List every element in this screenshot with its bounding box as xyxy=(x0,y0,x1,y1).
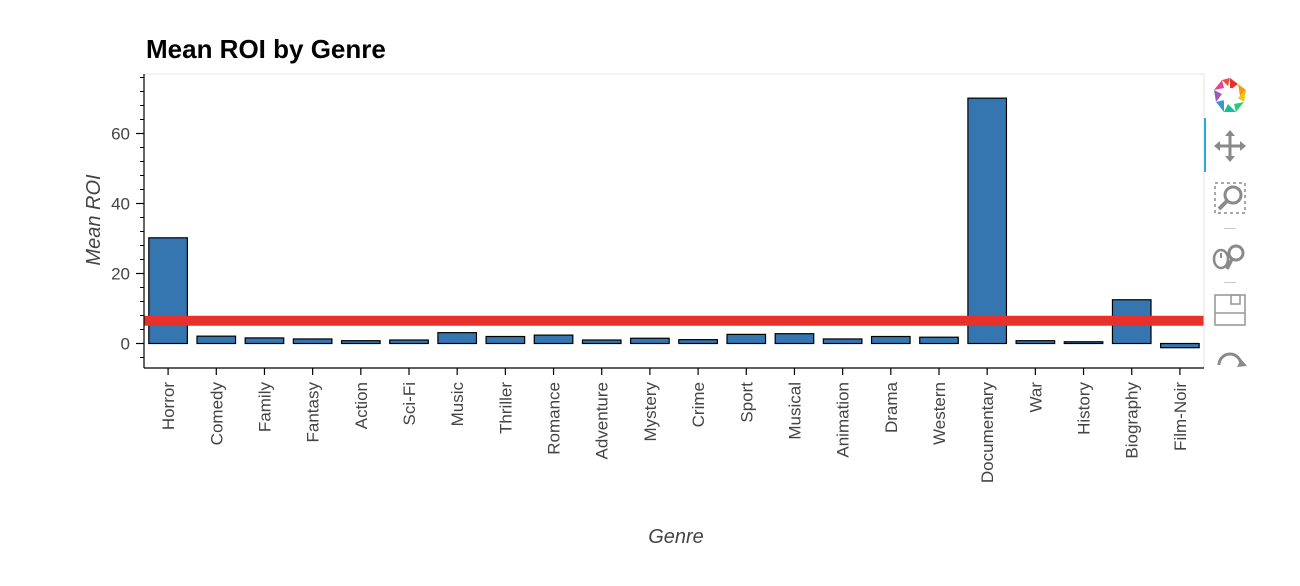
y-tick-label: 20 xyxy=(111,265,130,284)
x-tick-label-sport: Sport xyxy=(737,382,756,423)
x-tick-label-drama: Drama xyxy=(882,381,901,433)
bar-history[interactable] xyxy=(1063,341,1104,345)
bar-documentary[interactable] xyxy=(967,97,1008,345)
x-tick-label-crime: Crime xyxy=(689,382,708,427)
toolbar-separator xyxy=(1224,282,1236,283)
bar-adventure[interactable] xyxy=(581,339,622,345)
bars-group xyxy=(144,97,1204,349)
bar-sport[interactable] xyxy=(726,333,767,345)
x-tick-label-action: Action xyxy=(352,382,371,429)
bar-musical[interactable] xyxy=(774,333,815,345)
y-tick-label: 40 xyxy=(111,195,130,214)
bar-action[interactable] xyxy=(340,340,381,345)
x-tick-label-war: War xyxy=(1026,382,1045,413)
reset-icon[interactable] xyxy=(1204,346,1256,370)
axes-group: 0 20 40 60 Horror Comedy Family Fantasy Action Sc… xyxy=(111,73,1205,484)
x-tick-label-music: Music xyxy=(448,382,467,427)
bokeh-logo-icon[interactable] xyxy=(1204,76,1256,116)
y-tick-label: 60 xyxy=(111,125,130,144)
x-axis-label: Genre xyxy=(648,526,704,548)
save-icon[interactable] xyxy=(1204,290,1256,330)
bar-fantasy[interactable] xyxy=(292,338,333,345)
x-tick-label-documentary: Documentary xyxy=(978,382,997,484)
bar-war[interactable] xyxy=(1015,340,1056,345)
wheel-zoom-icon[interactable] xyxy=(1204,236,1256,276)
x-tick-label-romance: Romance xyxy=(545,382,564,455)
bar-comedy[interactable] xyxy=(196,335,237,345)
x-tick-label-fantasy: Fantasy xyxy=(304,382,323,443)
box-zoom-icon[interactable] xyxy=(1204,176,1256,222)
bar-film-noir[interactable] xyxy=(1160,342,1200,349)
bar-western[interactable] xyxy=(919,336,959,345)
x-tick-label-family: Family xyxy=(255,382,274,433)
x-tick-label-sci-fi: Sci-Fi xyxy=(400,382,419,425)
x-tick-label-thriller: Thriller xyxy=(496,382,515,434)
x-tick-label-comedy: Comedy xyxy=(207,382,226,446)
x-tick-label-film-noir: Film-Noir xyxy=(1171,382,1190,451)
pan-icon[interactable] xyxy=(1204,126,1256,166)
y-tick-label: 0 xyxy=(121,335,130,354)
x-tick-label-western: Western xyxy=(930,382,949,445)
bar-drama[interactable] xyxy=(870,335,911,345)
bar-horror[interactable] xyxy=(148,237,188,345)
toolbar-separator xyxy=(1224,228,1236,229)
x-tick-label-biography: Biography xyxy=(1123,382,1142,459)
bar-romance[interactable] xyxy=(533,334,574,345)
x-tick-label-history: History xyxy=(1075,382,1094,435)
bar-music[interactable] xyxy=(437,332,478,345)
x-tick-label-mystery: Mystery xyxy=(641,382,660,442)
x-tick-label-horror: Horror xyxy=(159,382,178,431)
toolbar xyxy=(1204,70,1256,370)
bar-animation[interactable] xyxy=(822,338,863,345)
chart-title: Mean ROI by Genre xyxy=(146,34,386,64)
bar-sci-fi[interactable] xyxy=(389,339,429,345)
x-tick-label-musical: Musical xyxy=(785,382,804,440)
bar-family[interactable] xyxy=(244,337,285,345)
y-axis-label: Mean ROI xyxy=(83,174,105,266)
x-tick-label-animation: Animation xyxy=(834,382,853,458)
x-tick-label-adventure: Adventure xyxy=(593,382,612,460)
bar-mystery[interactable] xyxy=(630,337,670,345)
active-tool-indicator xyxy=(1204,118,1206,172)
bar-crime[interactable] xyxy=(678,339,718,345)
bar-thriller[interactable] xyxy=(485,335,526,345)
